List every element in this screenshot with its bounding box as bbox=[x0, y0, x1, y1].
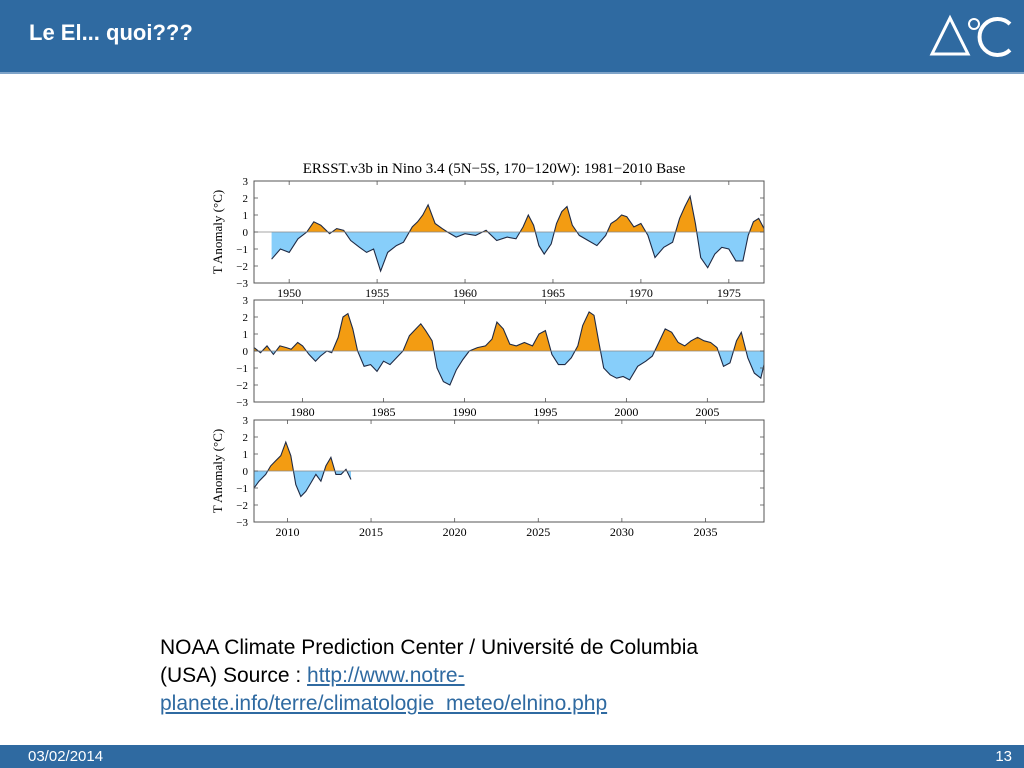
y-tick-label: −3 bbox=[236, 517, 248, 529]
positive-anomaly-area bbox=[254, 311, 764, 351]
slide-header bbox=[0, 0, 1024, 72]
x-tick-label: 2000 bbox=[614, 405, 638, 419]
negative-anomaly-area bbox=[254, 351, 764, 385]
anomaly-fill-group bbox=[254, 311, 764, 386]
negative-anomaly-area bbox=[254, 471, 351, 497]
y-tick-label: −2 bbox=[236, 261, 248, 273]
source-caption: NOAA Climate Prediction Center / Univers… bbox=[160, 634, 840, 718]
x-tick-label: 2035 bbox=[693, 525, 717, 539]
y-tick-label: 1 bbox=[243, 210, 249, 222]
y-tick-label: 2 bbox=[243, 432, 249, 444]
header-divider bbox=[0, 72, 1024, 74]
x-tick-label: 2020 bbox=[443, 525, 467, 539]
x-tick-label: 1955 bbox=[365, 286, 389, 300]
x-tick-label: 2030 bbox=[610, 525, 634, 539]
slide-number: 13 bbox=[995, 748, 1012, 765]
x-tick-label: 1995 bbox=[533, 405, 557, 419]
source-link-part2: planete.info/terre/climatologie_meteo/el… bbox=[160, 692, 608, 715]
y-tick-label: 3 bbox=[243, 295, 249, 307]
y-tick-label: 0 bbox=[243, 346, 249, 358]
positive-anomaly-area bbox=[271, 196, 764, 232]
y-tick-label: −1 bbox=[236, 483, 248, 495]
chart-title: ERSST.v3b in Nino 3.4 (5N−5S, 170−120W):… bbox=[303, 161, 686, 177]
y-tick-label: −3 bbox=[236, 397, 248, 409]
x-tick-label: 1990 bbox=[452, 405, 476, 419]
x-tick-label: 2025 bbox=[526, 525, 550, 539]
x-tick-label: 1970 bbox=[629, 286, 653, 300]
negative-anomaly-area bbox=[271, 232, 764, 272]
x-tick-label: 1985 bbox=[372, 405, 396, 419]
y-tick-label: 3 bbox=[243, 176, 249, 188]
x-tick-label: 1980 bbox=[291, 405, 315, 419]
x-tick-label: 2010 bbox=[275, 525, 299, 539]
x-tick-label: 1975 bbox=[717, 286, 741, 300]
nino34-chart: ERSST.v3b in Nino 3.4 (5N−5S, 170−120W):… bbox=[206, 150, 778, 545]
positive-anomaly-area bbox=[254, 442, 351, 471]
y-tick-label: 0 bbox=[243, 466, 249, 478]
logo-delta-c-icon bbox=[929, 14, 1012, 57]
anomaly-fill-group bbox=[271, 194, 764, 273]
x-tick-label: 1965 bbox=[541, 286, 565, 300]
y-tick-label: 3 bbox=[243, 415, 249, 427]
y-axis-label: T Anomaly (°C) bbox=[210, 429, 225, 513]
x-tick-label: 1960 bbox=[453, 286, 477, 300]
y-tick-label: −1 bbox=[236, 244, 248, 256]
x-tick-label: 1950 bbox=[277, 286, 301, 300]
y-tick-label: −2 bbox=[236, 380, 248, 392]
anomaly-series-line bbox=[254, 311, 764, 386]
y-tick-label: −3 bbox=[236, 278, 248, 290]
caption-line2-prefix: (USA) Source : bbox=[160, 664, 308, 687]
slide-footer: 03/02/2014 13 bbox=[0, 745, 1024, 768]
y-tick-label: −1 bbox=[236, 363, 248, 375]
y-tick-label: 2 bbox=[243, 312, 249, 324]
anomaly-series-line bbox=[271, 194, 764, 273]
y-axis-label: T Anomaly (°C) bbox=[210, 190, 225, 274]
nino34-anomaly-chart-svg: ERSST.v3b in Nino 3.4 (5N−5S, 170−120W):… bbox=[210, 161, 765, 539]
y-tick-label: 0 bbox=[243, 227, 249, 239]
source-link-part1: http://www.notre- bbox=[307, 664, 465, 687]
slide-title: Le El... quoi??? bbox=[29, 20, 193, 45]
y-tick-label: 1 bbox=[243, 329, 249, 341]
x-tick-label: 2015 bbox=[359, 525, 383, 539]
caption-line1: NOAA Climate Prediction Center / Univers… bbox=[160, 636, 699, 659]
y-tick-label: 1 bbox=[243, 449, 249, 461]
x-tick-label: 2005 bbox=[695, 405, 719, 419]
y-tick-label: −2 bbox=[236, 500, 248, 512]
footer-date: 03/02/2014 bbox=[28, 748, 104, 765]
source-link[interactable]: http://www.notre-planete.info/terre/clim… bbox=[160, 664, 607, 715]
y-tick-label: 2 bbox=[243, 193, 249, 205]
anomaly-fill-group bbox=[254, 440, 352, 498]
anomaly-series-line bbox=[254, 440, 352, 498]
